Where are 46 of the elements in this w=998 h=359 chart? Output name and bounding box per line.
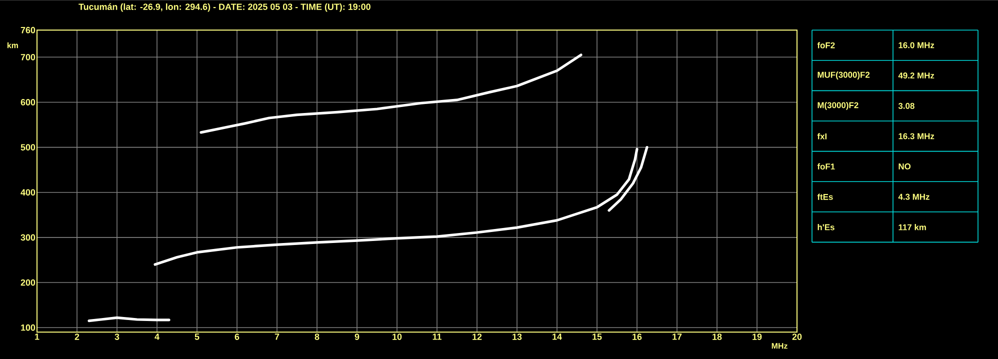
x-tick-label: 7 — [274, 334, 280, 340]
x-tick-label: 3 — [114, 334, 120, 340]
chart-title: Tucumán (lat: -26.9, lon: 294.6) - DATE: 2025 05 03 - TIME (UT): 19:00 — [78, 3, 370, 12]
line-series — [154, 148, 638, 266]
y-tick-label: 400 — [20, 189, 36, 196]
line-series — [200, 54, 582, 134]
y-tick-label: 200 — [20, 279, 36, 286]
x-tick-label: 16 — [632, 334, 642, 340]
x-tick-label: 9 — [354, 334, 360, 340]
x-tick-label: 17 — [672, 334, 682, 340]
category-label: MUF(3000)F2 — [818, 72, 870, 80]
x-tick-label: 10 — [392, 334, 402, 340]
text: 117 km — [898, 224, 926, 230]
x-tick-label: 14 — [552, 334, 562, 340]
x-tick-label: 5 — [194, 334, 200, 340]
y-tick-label: 700 — [20, 54, 36, 60]
x-tick-label: 12 — [472, 334, 482, 340]
category-label: ftEs — [817, 194, 833, 200]
y-tick-label: 300 — [20, 234, 36, 241]
x-tick-label: 4 — [154, 334, 160, 340]
x-tick-label: 6 — [234, 334, 240, 340]
category-label: foF2 — [817, 42, 835, 48]
x-tick-label: 15 — [592, 334, 602, 340]
x-tick-label: 11 — [432, 334, 442, 340]
category-label: M(3000)F2 — [818, 102, 858, 110]
x-tick-label: 19 — [752, 334, 762, 340]
x-tick-label: 1 — [35, 334, 40, 340]
category-label: h'Es — [818, 224, 834, 230]
y-tick-label: 760 — [20, 26, 36, 34]
y-tick-label: 500 — [20, 144, 36, 150]
text: 49.2 MHz — [898, 72, 934, 78]
x-tick-label: 18 — [712, 334, 722, 340]
x-tick-label: 20 — [792, 334, 802, 340]
category-label: fxI — [817, 133, 827, 140]
y-tick-label: 100 — [21, 324, 36, 331]
category-label: foF1 — [817, 163, 835, 170]
text: 16.0 MHz — [898, 42, 934, 48]
text: 4.3 MHz — [898, 194, 930, 200]
text: NO — [898, 163, 911, 170]
text: 3.08 — [898, 102, 914, 109]
x-tick-label: 13 — [512, 334, 522, 340]
x-tick-label: 2 — [74, 334, 80, 340]
x-tick-label: 8 — [314, 334, 320, 340]
y-tick-label: 600 — [20, 99, 36, 106]
line-series — [608, 146, 648, 212]
text: 16.3 MHz — [898, 133, 934, 140]
